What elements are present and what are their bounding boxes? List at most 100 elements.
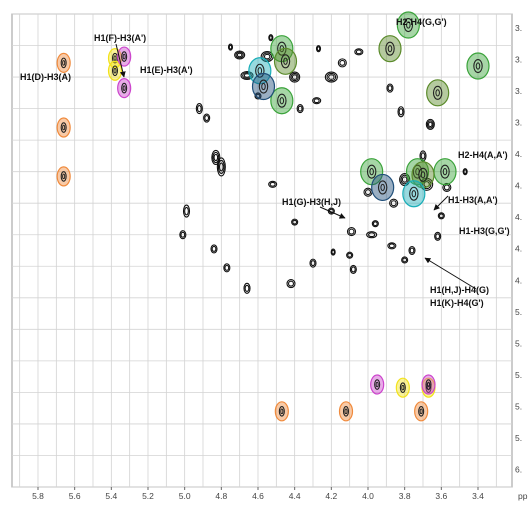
contour-peak	[204, 115, 210, 122]
contour-peak	[425, 118, 435, 130]
cross-peak-core	[473, 58, 483, 74]
yellow-cross-peak	[107, 60, 123, 81]
y-axis-ticks: 3. 3. 3. 3. 4. 4. 4. 4. 4. 5. 5. 5. 5. 5. 6.	[515, 23, 522, 474]
green-cross-peak	[396, 11, 420, 39]
cross-peak-core-inner	[62, 173, 66, 180]
magenta-cross-peak	[370, 374, 385, 395]
contour-peak	[402, 257, 408, 263]
cross-peak-core-inner	[280, 408, 284, 415]
x-tick-label: 4.8	[215, 491, 227, 501]
contour-peak	[269, 35, 273, 41]
cross-peak-core	[111, 65, 119, 77]
contour-peak	[386, 83, 394, 93]
cross-peak-core	[342, 406, 350, 417]
contour-peak	[442, 182, 452, 192]
green-cross-peak	[433, 158, 457, 186]
contour-peak	[463, 169, 467, 175]
cross-peak-core-inner	[419, 408, 423, 415]
contour-peak	[219, 162, 224, 172]
annotation-arrows	[115, 43, 477, 290]
contour-peak	[244, 284, 250, 292]
y-tick-label: 5.	[515, 401, 522, 411]
contour-peak	[398, 108, 404, 116]
cross-peak-core	[377, 180, 388, 195]
cross-peak-core	[399, 382, 406, 393]
contour-peak	[291, 74, 298, 80]
x-unit-label: pp	[518, 491, 528, 501]
contour-peak	[349, 264, 357, 274]
contour-peak	[348, 228, 355, 235]
contour-peaks	[179, 34, 468, 294]
x-tick-label: 5.4	[105, 491, 117, 501]
cross-peak-core-inner	[62, 60, 66, 66]
highlighted-cross-peaks	[56, 11, 490, 422]
contour-peak	[354, 48, 364, 56]
x-tick-label: 5.0	[179, 491, 191, 501]
cross-peak-core	[121, 51, 128, 62]
cross-peak-core-inner	[122, 85, 126, 91]
cross-peak-core-inner	[380, 183, 385, 192]
cross-peak-core-inner	[113, 67, 117, 74]
x-axis-ticks: 5.8 5.6 5.4 5.2 5.0 4.8 4.6 4.4 4.2 4.0 3.8 3.6 3.4	[32, 487, 484, 501]
contour-peak	[462, 168, 468, 176]
contour-peak	[310, 260, 316, 267]
contour-peak	[212, 151, 220, 164]
contour-peak	[397, 106, 405, 118]
contour-peak	[269, 181, 276, 187]
contour-peak	[328, 74, 335, 80]
y-tick-label: 3.	[515, 55, 522, 65]
contour-peak	[438, 213, 444, 219]
contour-peak	[287, 280, 295, 287]
olive-cross-peak	[378, 35, 402, 63]
cross-peak-core-inner	[261, 82, 266, 91]
contour-peak	[326, 72, 337, 82]
contour-peak	[428, 121, 433, 128]
cross-peak-core-inner	[435, 89, 440, 97]
annotation-label: H1(G)-H3(H,J)	[282, 197, 341, 207]
contour-peak	[290, 72, 299, 82]
navy-cross-peak	[371, 173, 395, 202]
x-tick-label: 4.4	[289, 491, 301, 501]
annotation-arrow	[115, 43, 126, 78]
contour-peak	[437, 212, 445, 220]
x-tick-label: 3.6	[435, 491, 447, 501]
y-tick-label: 4.	[515, 149, 522, 159]
annotation-label: H1-H3(G,G')	[459, 226, 510, 236]
cross-peak-core	[278, 406, 285, 417]
contour-peak	[286, 279, 296, 289]
olive-cross-peak	[273, 47, 298, 75]
cross-peak-core-inner	[406, 21, 411, 29]
contour-peak	[420, 152, 426, 160]
cross-peak-core-inner	[369, 168, 374, 176]
contour-peak	[296, 104, 304, 114]
contour-peak	[184, 206, 189, 216]
cross-peak-core-inner	[122, 53, 126, 60]
contour-peak	[182, 204, 191, 218]
cross-peak-core	[60, 122, 67, 133]
contour-peak	[263, 53, 271, 60]
cross-peak-core-inner	[426, 384, 431, 391]
contour-peak	[435, 233, 441, 240]
contour-peak	[347, 252, 353, 258]
y-tick-label: 4.	[515, 181, 522, 191]
y-tick-label: 4.	[515, 244, 522, 254]
x-tick-label: 4.2	[325, 491, 337, 501]
cross-peak-core-inner	[387, 45, 393, 53]
contour-peak	[387, 85, 393, 92]
cross-peak-core	[366, 164, 377, 179]
annotation-label: H1(D)-H3(A)	[20, 72, 71, 82]
orange-cross-peak	[414, 401, 429, 422]
annotation-label: H1-H3(A,A')	[448, 195, 498, 205]
contour-peak	[372, 221, 378, 227]
teal-cross-peak	[402, 180, 426, 208]
y-tick-label: 5.	[515, 338, 522, 348]
contour-peak	[401, 256, 409, 264]
contour-peak	[203, 113, 211, 123]
annotation-label: H1(E)-H3(A')	[140, 65, 193, 75]
contour-peak	[434, 231, 442, 241]
contour-peak	[313, 98, 320, 104]
cross-peak-core-inner	[113, 55, 117, 61]
contour-peak	[211, 149, 221, 166]
contour-peak	[387, 242, 397, 250]
